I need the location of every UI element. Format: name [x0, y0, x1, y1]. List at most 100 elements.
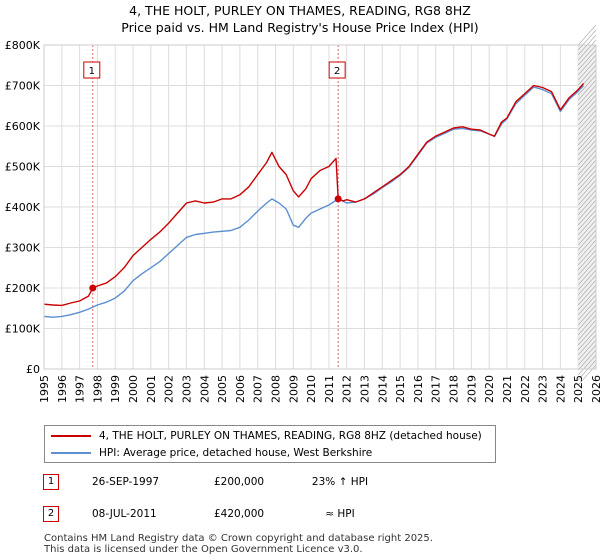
y-tick-label: £300K [5, 242, 41, 255]
forecast-hatch [577, 364, 597, 386]
forecast-hatch [577, 194, 597, 216]
footer: Contains HM Land Registry data © Crown c… [44, 533, 433, 555]
forecast-hatch [577, 219, 597, 241]
forecast-hatch [577, 304, 597, 326]
forecast-hatch [577, 79, 597, 101]
forecast-hatch [577, 189, 597, 211]
sale-date: 08-JUL-2011 [92, 508, 157, 520]
forecast-hatch [577, 159, 597, 181]
x-tick-label: 2007 [252, 375, 265, 403]
y-tick-label: £200K [5, 282, 41, 295]
y-tick-label: £0 [26, 363, 40, 376]
sale-row: 2 08-JUL-2011 £420,000 ≈ HPI [0, 506, 600, 526]
forecast-hatch [577, 109, 597, 131]
x-tick-label: 2019 [465, 375, 478, 403]
forecast-hatch [577, 269, 597, 291]
forecast-hatch [577, 319, 597, 341]
footer-line-1: Contains HM Land Registry data © Crown c… [44, 533, 433, 544]
x-tick-label: 2022 [519, 375, 532, 403]
forecast-hatch [577, 119, 597, 141]
x-tick-label: 2008 [269, 375, 282, 403]
forecast-hatch [577, 294, 597, 316]
forecast-hatch [577, 354, 597, 376]
x-tick-label: 1995 [38, 375, 51, 403]
forecast-shade [578, 45, 596, 369]
forecast-hatch [577, 279, 597, 301]
forecast-hatch [577, 239, 597, 261]
forecast-hatch [577, 224, 597, 246]
axes: £0 £100K £200K £300K £400K £500K £600K £700K £80… [5, 39, 600, 403]
x-tick-label: 2005 [216, 375, 229, 403]
legend-item-hpi: HPI: Average price, detached house, West… [51, 446, 372, 460]
legend: 4, THE HOLT, PURLEY ON THAMES, READING, … [44, 425, 496, 463]
property-price-line [43, 83, 585, 307]
x-tick-label: 2006 [234, 375, 247, 403]
sale-badge: 1 [43, 474, 59, 490]
sale-point [334, 195, 342, 203]
sale-date: 26-SEP-1997 [92, 476, 160, 488]
sale-hpi-comparison: ≈ HPI [325, 508, 355, 520]
x-tick-label: 2020 [483, 375, 496, 403]
title-line-1: 4, THE HOLT, PURLEY ON THAMES, READING, … [129, 3, 471, 18]
sale-markers [89, 195, 342, 292]
x-tick-label: 2010 [305, 375, 318, 403]
forecast-hatch [577, 29, 597, 51]
forecast-hatch [577, 24, 597, 46]
forecast-hatch [577, 329, 597, 351]
grid [43, 44, 597, 370]
forecast-hatch [577, 349, 597, 371]
forecast-hatch [577, 229, 597, 251]
forecast-hatch [577, 44, 597, 66]
x-tick-label: 2024 [554, 375, 567, 403]
x-tick-label: 2009 [287, 375, 300, 403]
forecast-hatch [577, 89, 597, 111]
y-tick-label: £700K [5, 80, 41, 93]
y-tick-label: £400K [5, 201, 41, 214]
forecast-hatch [577, 54, 597, 76]
x-tick-label: 2018 [448, 375, 461, 403]
forecast-hatch [577, 289, 597, 311]
forecast-hatch [577, 74, 597, 96]
sale-hpi-comparison: 23% ↑ HPI [311, 476, 369, 488]
forecast-hatch [577, 39, 597, 61]
forecast-hatch [577, 259, 597, 281]
x-tick-label: 1997 [74, 375, 87, 403]
sale-price: £420,000 [214, 508, 265, 520]
forecast-hatch [577, 179, 597, 201]
legend-swatch-property [51, 435, 91, 437]
x-tick-label: 2012 [341, 375, 354, 403]
x-tick-label: 1996 [56, 375, 69, 403]
sale-point [89, 284, 97, 292]
x-tick-label: 2016 [412, 375, 425, 403]
forecast-hatch [577, 139, 597, 161]
x-tick-label: 2026 [590, 375, 600, 403]
forecast-hatch [577, 214, 597, 236]
title-line-2: Price paid vs. HM Land Registry's House … [121, 20, 479, 35]
y-tick-label: £100K [5, 323, 41, 336]
forecast-hatch [577, 334, 597, 356]
forecast-hatch [577, 344, 597, 366]
forecast-hatch [577, 124, 597, 146]
x-tick-label: 2014 [376, 375, 389, 403]
forecast-hatch [577, 99, 597, 121]
forecast-hatch [577, 264, 597, 286]
forecast-hatch [577, 314, 597, 336]
forecast-hatch [577, 184, 597, 206]
forecast-hatch [577, 164, 597, 186]
forecast-hatch [577, 359, 597, 381]
forecast-region [577, 24, 597, 386]
x-tick-label: 2013 [359, 375, 372, 403]
sale-label-box [328, 61, 346, 79]
forecast-hatch [577, 134, 597, 156]
forecast-hatch [577, 249, 597, 271]
forecast-hatch [577, 104, 597, 126]
x-tick-label: 2003 [180, 375, 193, 403]
sale-label-number: 1 [89, 66, 95, 77]
x-tick-label: 1998 [91, 375, 104, 403]
plot-border [43, 44, 597, 370]
forecast-hatch [577, 49, 597, 71]
forecast-hatch [577, 254, 597, 276]
forecast-hatch [577, 204, 597, 226]
